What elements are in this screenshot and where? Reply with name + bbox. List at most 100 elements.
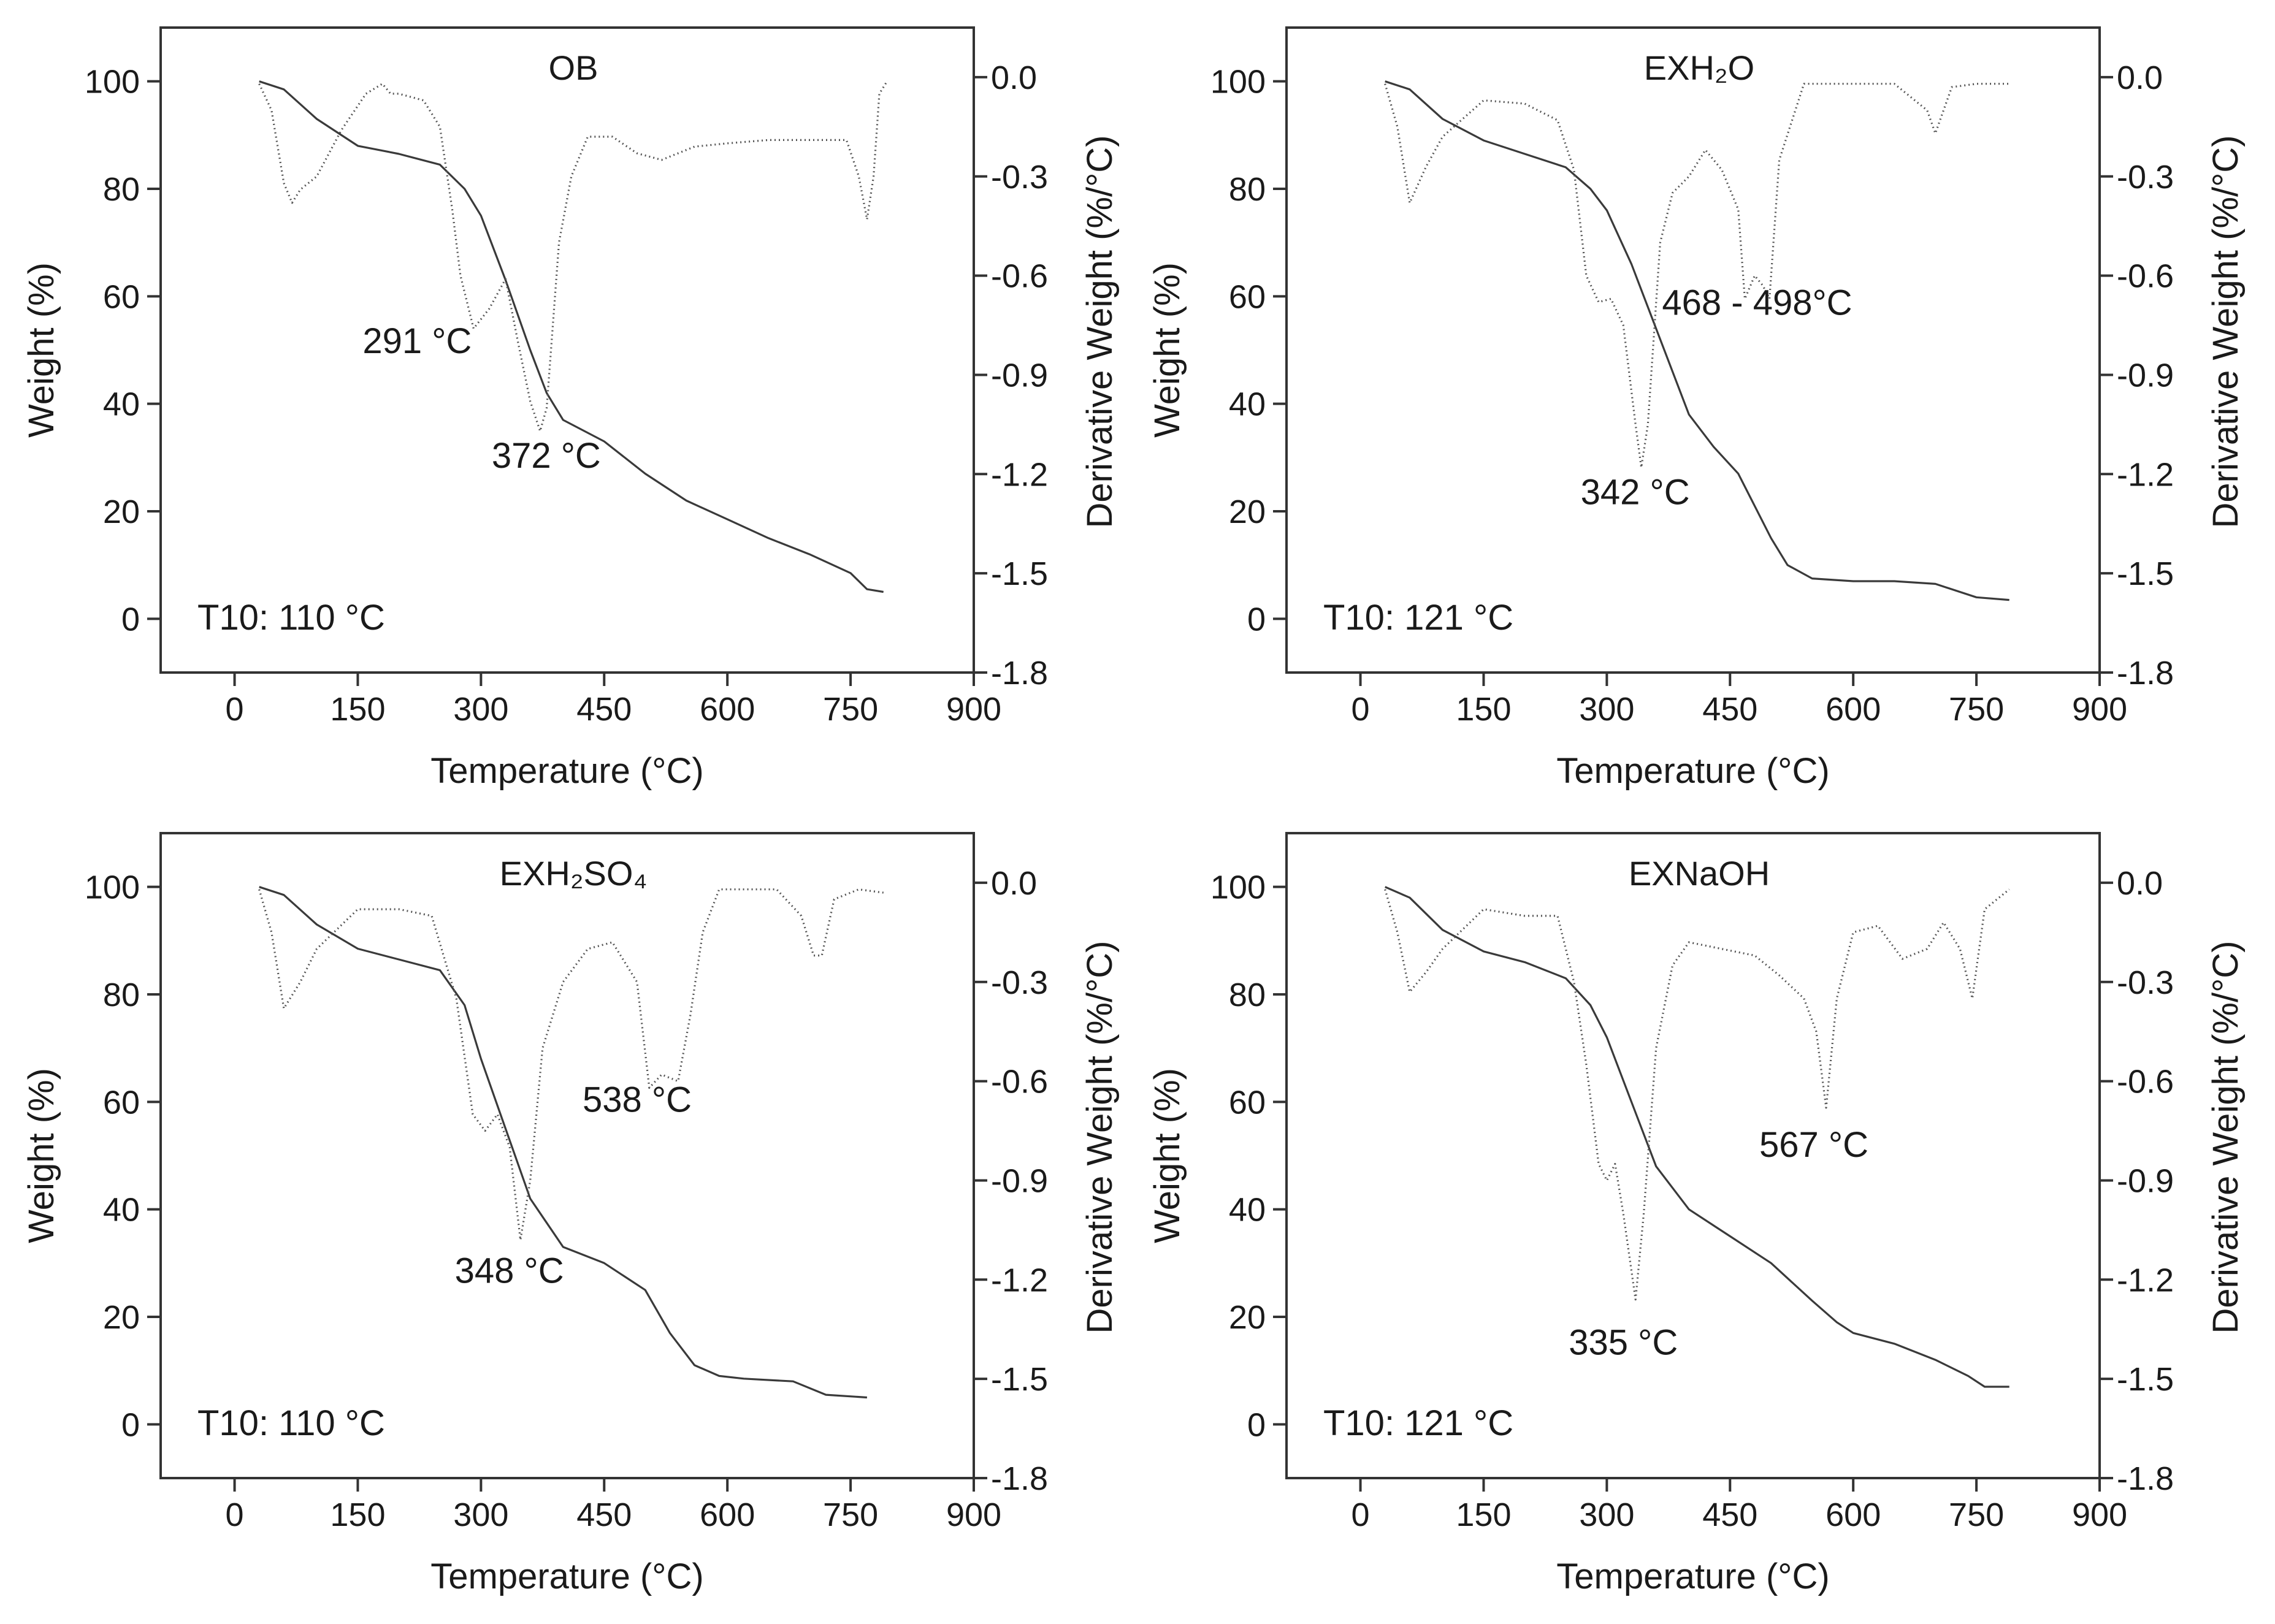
y-tick-label: 20 bbox=[1229, 494, 1266, 530]
y2-tick-label: -0.6 bbox=[2117, 1064, 2174, 1100]
y-axis-label: Weight (%) bbox=[1147, 262, 1187, 438]
x-tick-label: 750 bbox=[1949, 691, 2004, 728]
y-axis-label: Weight (%) bbox=[21, 1068, 61, 1243]
y-tick-label: 20 bbox=[103, 494, 140, 530]
x-tick-label: 150 bbox=[330, 1496, 385, 1533]
y2-tick-label: -0.9 bbox=[991, 1162, 1048, 1199]
plot-frame bbox=[1285, 832, 2101, 1479]
y2-tick-label: -1.2 bbox=[2117, 456, 2174, 493]
x-tick-label: 0 bbox=[1352, 691, 1370, 728]
x-tick-label: 0 bbox=[226, 1496, 244, 1533]
plot-frame bbox=[1285, 26, 2101, 674]
x-tick-label: 900 bbox=[946, 691, 1001, 728]
x-tick-label: 450 bbox=[576, 1496, 632, 1533]
y2-tick-label: -0.6 bbox=[2117, 258, 2174, 295]
x-axis-label: Temperature (°C) bbox=[430, 751, 703, 791]
y2-tick-label: -1.5 bbox=[2117, 555, 2174, 592]
y2-tick-label: -0.3 bbox=[991, 159, 1048, 196]
peak-annotation: 567 °C bbox=[1759, 1125, 1868, 1165]
y-tick-label: 100 bbox=[85, 64, 140, 101]
t10-label: T10: 110 °C bbox=[197, 1403, 385, 1443]
x-tick-label: 900 bbox=[2072, 1496, 2127, 1533]
derivative-weight-curve bbox=[258, 80, 889, 432]
t10-label: T10: 121 °C bbox=[1323, 1403, 1513, 1443]
y-tick-label: 100 bbox=[1210, 869, 1266, 906]
y2-tick-label: -1.2 bbox=[991, 1262, 1048, 1298]
y-tick-label: 40 bbox=[103, 386, 140, 423]
x-tick-label: 300 bbox=[453, 1496, 508, 1533]
panel-title: EXH₂O bbox=[1644, 48, 1754, 87]
x-axis-label: Temperature (°C) bbox=[1556, 1557, 1829, 1596]
y-tick-label: 60 bbox=[103, 278, 140, 315]
x-tick-label: 300 bbox=[1579, 1496, 1634, 1533]
peak-annotation: 468 - 498°C bbox=[1662, 283, 1852, 323]
y2-tick-label: -1.2 bbox=[2117, 1262, 2174, 1298]
plot-frame bbox=[159, 832, 975, 1479]
y2-tick-label: -1.8 bbox=[991, 1460, 1048, 1497]
y-tick-label: 40 bbox=[1229, 386, 1266, 423]
x-tick-label: 450 bbox=[1702, 691, 1757, 728]
peak-annotation: 342 °C bbox=[1581, 473, 1690, 513]
y-tick-label: 20 bbox=[103, 1299, 140, 1336]
y2-tick-label: -1.8 bbox=[991, 655, 1048, 692]
x-tick-label: 450 bbox=[576, 691, 632, 728]
x-tick-label: 150 bbox=[1456, 691, 1511, 728]
peak-annotation: 335 °C bbox=[1569, 1323, 1678, 1363]
x-tick-label: 900 bbox=[2072, 691, 2127, 728]
y-tick-label: 0 bbox=[121, 601, 140, 638]
y2-tick-label: 0.0 bbox=[2117, 865, 2163, 902]
y2-axis-label: Derivative Weight (%/°C) bbox=[1080, 135, 1120, 528]
y2-tick-label: -0.9 bbox=[991, 357, 1048, 394]
x-tick-label: 300 bbox=[1579, 691, 1634, 728]
y-tick-label: 0 bbox=[1247, 601, 1266, 638]
x-tick-label: 600 bbox=[1826, 1496, 1881, 1533]
y2-axis-label: Derivative Weight (%/°C) bbox=[1080, 941, 1120, 1334]
y-axis-label: Weight (%) bbox=[1147, 1068, 1187, 1243]
t10-label: T10: 110 °C bbox=[197, 598, 385, 638]
x-tick-label: 150 bbox=[1456, 1496, 1511, 1533]
y2-tick-label: 0.0 bbox=[991, 865, 1037, 902]
y2-tick-label: -0.9 bbox=[2117, 1162, 2174, 1199]
x-tick-label: 750 bbox=[823, 691, 878, 728]
y2-tick-label: -0.9 bbox=[2117, 357, 2174, 394]
x-tick-label: 750 bbox=[1949, 1496, 2004, 1533]
x-tick-label: 900 bbox=[946, 1496, 1001, 1533]
y-tick-label: 80 bbox=[103, 977, 140, 1013]
y-tick-label: 40 bbox=[103, 1192, 140, 1229]
derivative-weight-curve bbox=[1384, 888, 2010, 1301]
y2-axis-label: Derivative Weight (%/°C) bbox=[2206, 135, 2246, 528]
y2-tick-label: -1.8 bbox=[2117, 1460, 2174, 1497]
x-tick-label: 300 bbox=[453, 691, 508, 728]
y2-tick-label: -1.5 bbox=[991, 555, 1048, 592]
y-tick-label: 0 bbox=[1247, 1406, 1266, 1443]
x-axis-label: Temperature (°C) bbox=[430, 1557, 703, 1596]
x-tick-label: 450 bbox=[1702, 1496, 1757, 1533]
chart-panel-4: 0 150 300 450 600 750 900 0 20 40 60 80 100 0.0 -0.3 -0… bbox=[1147, 832, 2246, 1596]
y-tick-label: 80 bbox=[1229, 171, 1266, 208]
y2-tick-label: -0.3 bbox=[2117, 964, 2174, 1001]
y-tick-label: 60 bbox=[103, 1084, 140, 1121]
x-axis-label: Temperature (°C) bbox=[1556, 751, 1829, 791]
derivative-weight-curve bbox=[1384, 83, 2009, 469]
weight-curve bbox=[259, 886, 868, 1399]
y-tick-label: 100 bbox=[85, 869, 140, 906]
panel-title: OB bbox=[549, 48, 598, 87]
plot-frame bbox=[159, 26, 975, 674]
y2-tick-label: -1.2 bbox=[991, 456, 1048, 493]
y-tick-label: 100 bbox=[1210, 64, 1266, 101]
y-tick-label: 60 bbox=[1229, 278, 1266, 315]
panel-title: EXH₂SO₄ bbox=[500, 854, 648, 893]
y-tick-label: 20 bbox=[1229, 1299, 1266, 1336]
y2-tick-label: -0.3 bbox=[991, 964, 1048, 1001]
y2-tick-label: -0.6 bbox=[991, 258, 1048, 295]
y2-axis-label: Derivative Weight (%/°C) bbox=[2206, 941, 2246, 1334]
y-tick-label: 80 bbox=[103, 171, 140, 208]
y2-tick-label: -0.6 bbox=[991, 1064, 1048, 1100]
y-axis-label: Weight (%) bbox=[21, 262, 61, 438]
chart-panel-2: 0 150 300 450 600 750 900 0 20 40 60 80 100 0.0 -0.3 -0… bbox=[1147, 26, 2246, 791]
y-tick-label: 0 bbox=[121, 1406, 140, 1443]
weight-curve bbox=[259, 80, 884, 593]
y2-tick-label: 0.0 bbox=[991, 59, 1037, 96]
panel-title: EXNaOH bbox=[1629, 854, 1770, 893]
y2-tick-label: -0.3 bbox=[2117, 159, 2174, 196]
